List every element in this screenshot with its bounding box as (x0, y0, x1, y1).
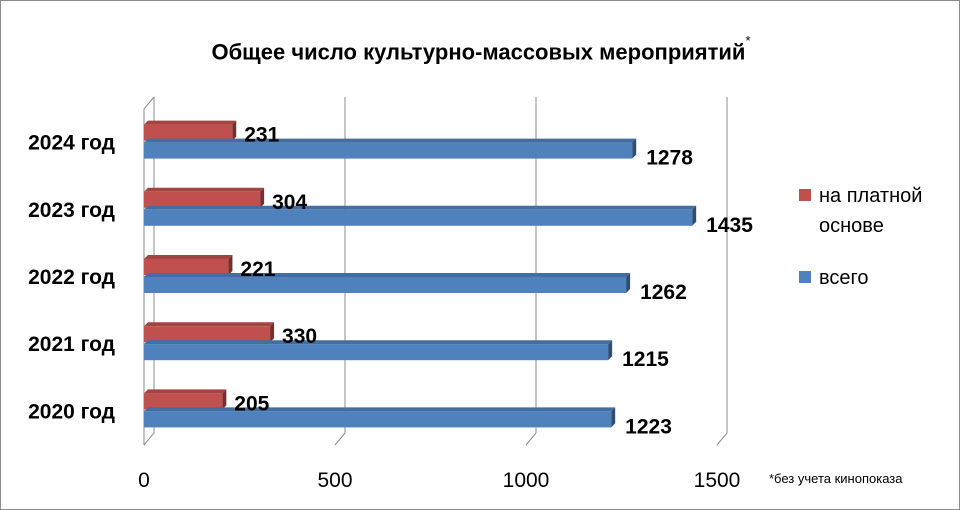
bar-total-side (626, 273, 631, 293)
data-label-total: 1278 (646, 147, 693, 170)
gridline-floor (716, 432, 728, 446)
data-label-paid: 304 (272, 191, 307, 214)
y-category-label: 2021 год (28, 333, 115, 356)
bar-paid (144, 191, 261, 208)
data-label-total: 1435 (706, 214, 753, 237)
y-category-label: 2024 год (28, 132, 115, 155)
bar-total-side (632, 138, 637, 159)
y-category-label: 2020 год (28, 400, 115, 423)
legend-swatch-paid (799, 189, 811, 201)
gridline-floor (525, 432, 537, 446)
bar-total-top (144, 205, 697, 210)
legend-label-total: всего (819, 267, 869, 289)
bar-paid-side (228, 255, 233, 275)
legend-label-paid: на платной основе (819, 185, 923, 237)
bar-total (144, 277, 627, 293)
y-category-label: 2023 год (28, 199, 115, 222)
bar-total-side (611, 407, 616, 428)
bar-paid (144, 124, 233, 141)
bar-paid-top (144, 322, 275, 327)
bar-total (144, 209, 693, 226)
bar-paid-top (144, 120, 237, 125)
bar-total (144, 411, 612, 428)
bar-paid-side (260, 187, 265, 208)
bar-paid-side (270, 322, 275, 343)
chart-title: Общее число культурно-массовых мероприят… (211, 33, 751, 65)
x-tick-label: 1000 (503, 469, 550, 492)
axis-top-edge (143, 96, 155, 110)
title-footnote-marker: * (745, 33, 751, 48)
data-label-paid: 205 (234, 392, 269, 415)
data-label-total: 1223 (625, 415, 672, 438)
bar-paid (144, 326, 271, 343)
data-label-total: 1215 (622, 348, 669, 371)
bar-paid-top (144, 389, 227, 394)
x-tick-label: 1500 (694, 469, 741, 492)
data-label-paid: 221 (240, 258, 275, 281)
bar-total-side (692, 205, 697, 226)
bar-total-top (144, 340, 613, 345)
bar-paid-side (232, 120, 237, 141)
footnote: *без учета кинопоказа (769, 471, 903, 486)
legend-item-total: всего (799, 263, 959, 293)
bar-paid-side (222, 389, 227, 410)
bar-paid-top (144, 255, 233, 259)
y-category-label: 2022 год (28, 266, 115, 289)
bar-total-top (144, 273, 631, 277)
bar-paid (144, 393, 223, 410)
bar-paid-top (144, 187, 265, 192)
bar-total (144, 344, 609, 361)
legend-swatch-total (799, 271, 811, 283)
bar-paid (144, 259, 229, 275)
bar-total-top (144, 407, 616, 412)
bar-total (144, 142, 633, 159)
bar-total-top (144, 138, 637, 143)
data-label-paid: 330 (282, 325, 317, 348)
data-label-total: 1262 (640, 281, 687, 304)
gridline-floor (334, 432, 346, 446)
legend-item-paid: на платной основе (799, 181, 959, 241)
data-label-paid: 231 (244, 124, 279, 147)
x-tick-label: 500 (317, 469, 352, 492)
x-tick-label: 0 (138, 469, 150, 492)
bar-total-side (608, 340, 613, 361)
